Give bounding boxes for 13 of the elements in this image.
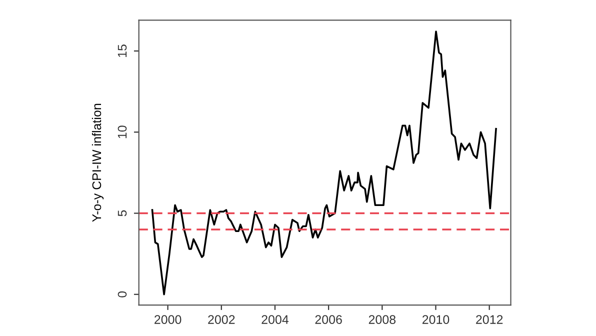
y-tick-label: 5 [118, 210, 127, 216]
x-tick-label: 2004 [262, 315, 289, 324]
y-tick-label: 0 [118, 291, 127, 298]
x-tick-label: 2010 [422, 315, 450, 324]
x-tick-label: 2012 [476, 315, 503, 324]
x-tick-label: 2006 [315, 315, 342, 324]
y-axis-title: Y-o-y CPI-IW inflation [92, 104, 104, 222]
x-tick-label: 2008 [368, 315, 396, 324]
y-tick-label: 10 [118, 126, 127, 138]
y-tick-label: 15 [118, 44, 127, 57]
line-series [151, 30, 497, 296]
x-tick-label: 2002 [208, 315, 235, 324]
x-tick-label: 2000 [154, 315, 182, 324]
